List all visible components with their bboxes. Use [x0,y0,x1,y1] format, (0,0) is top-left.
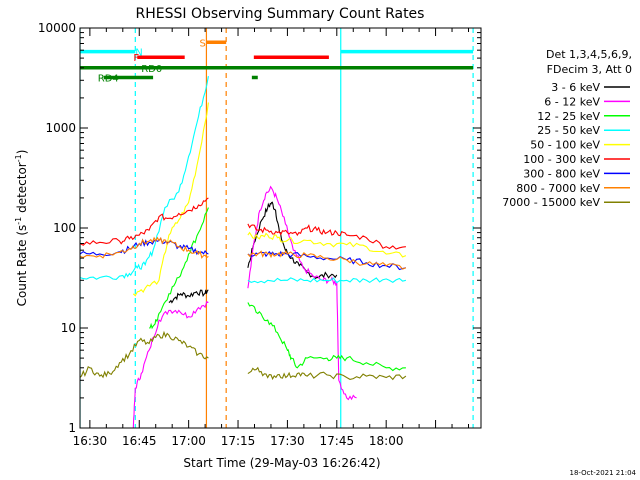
series-line-3 [80,76,407,284]
legend-entry-label: 12 - 25 keV [537,110,600,123]
legend-entry: 7000 - 15000 keV [502,196,630,209]
x-tick-label: 16:30 [73,434,108,448]
y-tick-label: 100 [53,221,76,235]
legend-entry: 12 - 25 keV [537,110,630,123]
series-line-1 [132,185,357,428]
legend-entry-label: 100 - 300 keV [523,153,600,166]
y-tick-label: 1 [68,421,76,435]
legend-entry-label: 300 - 800 keV [523,167,600,180]
legend-header-line-2: FDecim 3, Att 0 [547,63,632,76]
legend-entry-label: 6 - 12 keV [544,95,600,108]
legend-header-line-1: Det 1,3,4,5,6,9, [546,48,632,61]
y-axis-label: Count Rate (s-1 detector-1) [14,150,29,307]
x-tick-label: 16:45 [122,434,157,448]
x-tick-label: 17:15 [221,434,256,448]
legend-entry: 100 - 300 keV [523,153,630,166]
legend: Det 1,3,4,5,6,9, FDecim 3, Att 0 3 - 6 k… [502,48,632,209]
x-tick-label: 17:00 [171,434,206,448]
y-tick-label: 10 [61,321,76,335]
legend-entry-label: 25 - 50 keV [537,124,600,137]
flag-label-rd0: RD0 [141,64,162,75]
chart-title: RHESSI Observing Summary Count Rates [136,6,425,22]
series-line-5 [80,197,406,250]
flag-label-n: N [135,48,142,59]
x-tick-label: 17:45 [320,434,355,448]
series-line-2 [149,207,406,372]
legend-entry-label: 800 - 7000 keV [516,182,600,195]
axes: 1 10 100 1000 10000 16:30 16:45 17:00 17:15 17:30… [38,21,481,448]
legend-entry-label: 7000 - 15000 keV [502,196,600,209]
series-line-4 [132,102,407,297]
series-line-8 [80,330,407,381]
x-tick-label: 17:30 [270,434,305,448]
legend-entry-label: 50 - 100 keV [530,139,600,152]
flag-label-rd4: RD4 [98,73,119,84]
legend-entry: 25 - 50 keV [537,124,630,137]
legend-entry: 50 - 100 keV [530,139,630,152]
footer-date: 18-Oct-2021 21:04 [570,469,637,477]
flag-label-f: F [133,53,139,64]
series-line-7 [80,236,407,270]
flag-label-s: S [200,38,206,49]
y-tick-label: 1000 [45,121,76,135]
legend-entry: 3 - 6 keV [551,81,630,94]
legend-entry-label: 3 - 6 keV [551,81,600,94]
y-tick-label: 10000 [38,21,76,35]
x-tick-label: 18:00 [369,434,404,448]
legend-entry: 6 - 12 keV [544,95,630,108]
x-axis-label: Start Time (29-May-03 16:26:42) [183,456,380,470]
legend-entry: 800 - 7000 keV [516,182,630,195]
legend-entry: 300 - 800 keV [523,167,630,180]
